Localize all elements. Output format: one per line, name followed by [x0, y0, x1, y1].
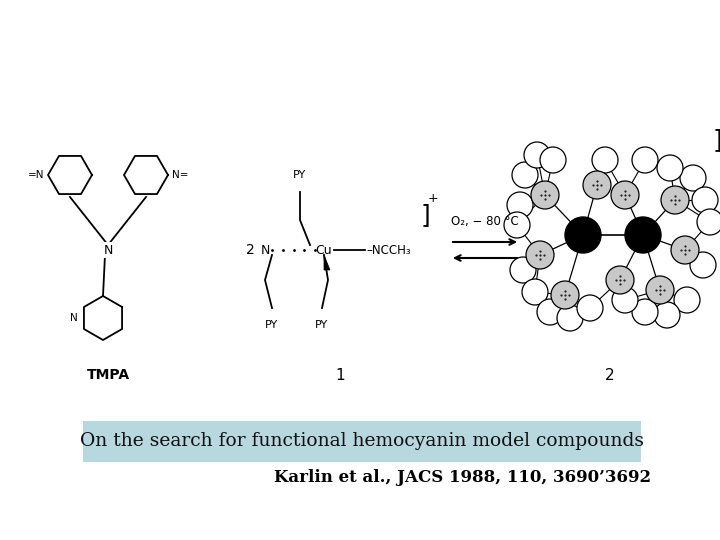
- Circle shape: [565, 217, 601, 253]
- Text: ]: ]: [420, 203, 430, 227]
- Text: 1: 1: [336, 368, 345, 382]
- Circle shape: [557, 305, 583, 331]
- Circle shape: [625, 217, 661, 253]
- Circle shape: [632, 299, 658, 325]
- Text: Karlin et al., JACS 1988, 110, 3690’3692: Karlin et al., JACS 1988, 110, 3690’3692: [274, 469, 651, 487]
- Text: O₂, − 80 °C: O₂, − 80 °C: [451, 215, 519, 228]
- Circle shape: [507, 192, 533, 218]
- Text: =N: =N: [27, 170, 44, 180]
- Text: PY: PY: [266, 320, 279, 330]
- Text: N: N: [103, 244, 113, 256]
- Circle shape: [524, 142, 550, 168]
- Circle shape: [654, 302, 680, 328]
- Circle shape: [583, 171, 611, 199]
- Text: 2+: 2+: [719, 117, 720, 130]
- Text: N: N: [261, 244, 270, 256]
- Circle shape: [646, 276, 674, 304]
- Circle shape: [671, 236, 699, 264]
- Circle shape: [512, 162, 538, 188]
- Circle shape: [612, 287, 638, 313]
- Text: On the search for functional hemocyanin model compounds: On the search for functional hemocyanin …: [80, 433, 644, 450]
- Text: TMPA: TMPA: [86, 368, 130, 382]
- Circle shape: [632, 147, 658, 173]
- Circle shape: [692, 187, 718, 213]
- Polygon shape: [324, 255, 330, 270]
- FancyBboxPatch shape: [83, 421, 641, 462]
- Text: +: +: [428, 192, 438, 205]
- Circle shape: [504, 212, 530, 238]
- Circle shape: [674, 287, 700, 313]
- Circle shape: [551, 281, 579, 309]
- Text: Cu: Cu: [315, 244, 333, 256]
- Circle shape: [540, 147, 566, 173]
- Circle shape: [690, 252, 716, 278]
- Circle shape: [697, 209, 720, 235]
- Circle shape: [577, 295, 603, 321]
- Text: 2: 2: [246, 243, 254, 257]
- Circle shape: [537, 299, 563, 325]
- Text: 2: 2: [606, 368, 615, 382]
- Text: PY: PY: [293, 170, 307, 180]
- Text: N: N: [71, 313, 78, 323]
- Circle shape: [611, 181, 639, 209]
- Circle shape: [680, 165, 706, 191]
- Circle shape: [657, 155, 683, 181]
- Circle shape: [510, 257, 536, 283]
- Text: PY: PY: [315, 320, 328, 330]
- Circle shape: [661, 186, 689, 214]
- Text: ]: ]: [712, 128, 720, 152]
- Circle shape: [526, 241, 554, 269]
- Circle shape: [606, 266, 634, 294]
- Text: N=: N=: [172, 170, 189, 180]
- Text: –NCCH₃: –NCCH₃: [366, 244, 410, 256]
- Circle shape: [522, 279, 548, 305]
- Circle shape: [592, 147, 618, 173]
- Circle shape: [531, 181, 559, 209]
